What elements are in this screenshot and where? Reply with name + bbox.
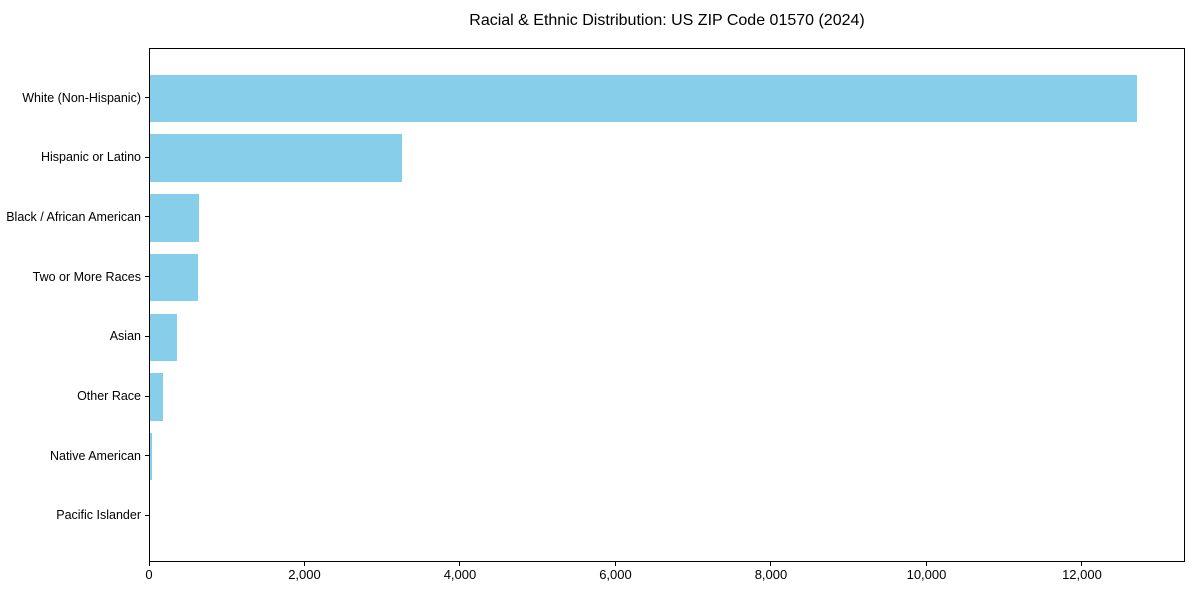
x-tick-8000: [770, 562, 772, 566]
bar-native-american: [150, 432, 152, 481]
y-label-black-african-american: Black / African American: [6, 209, 141, 224]
y-label-hispanic-or-latino: Hispanic or Latino: [40, 150, 141, 165]
x-tick-label-12000: 12,000: [1062, 567, 1102, 582]
y-label-asian: Asian: [109, 329, 141, 344]
x-tick-10000: [925, 562, 927, 566]
y-tick-hispanic-or-latino: [145, 156, 149, 158]
plot-area: [149, 48, 1185, 562]
x-tick-2000: [303, 562, 305, 566]
bar-hispanic-or-latino: [150, 134, 402, 182]
y-tick-native-american: [145, 455, 149, 457]
x-tick-label-4000: 4,000: [443, 567, 477, 582]
x-tick-4000: [459, 562, 461, 566]
x-tick-0: [148, 562, 150, 566]
x-tick-label-10000: 10,000: [906, 567, 947, 582]
x-tick-label-0: 0: [145, 567, 153, 582]
y-label-two-or-more-races: Two or More Races: [32, 269, 141, 284]
y-tick-two-or-more-races: [145, 276, 149, 278]
y-label-white-non-hispanic: White (Non-Hispanic): [22, 90, 141, 105]
y-label-other-race: Other Race: [77, 389, 141, 403]
x-tick-label-8000: 8,000: [754, 567, 788, 582]
x-tick-label-2000: 2,000: [288, 567, 321, 582]
y-tick-other-race: [145, 395, 149, 397]
bar-asian: [150, 313, 178, 362]
y-label-pacific-islander: Pacific Islander: [56, 508, 141, 523]
y-label-native-american: Native American: [49, 448, 141, 463]
x-tick-6000: [614, 562, 616, 566]
y-tick-black-african-american: [145, 216, 149, 218]
bar-two-or-more-races: [150, 253, 199, 302]
y-tick-asian: [145, 335, 149, 337]
x-tick-label-6000: 6,000: [599, 567, 632, 582]
bar-other-race: [150, 373, 164, 421]
x-tick-12000: [1081, 562, 1083, 566]
y-tick-pacific-islander: [145, 514, 149, 516]
y-tick-white-non-hispanic: [145, 97, 149, 98]
chart-title: Racial & Ethnic Distribution: US ZIP Cod…: [469, 12, 865, 29]
bar-black-african-american: [150, 194, 199, 242]
bar-white-non-hispanic: [150, 74, 1138, 123]
